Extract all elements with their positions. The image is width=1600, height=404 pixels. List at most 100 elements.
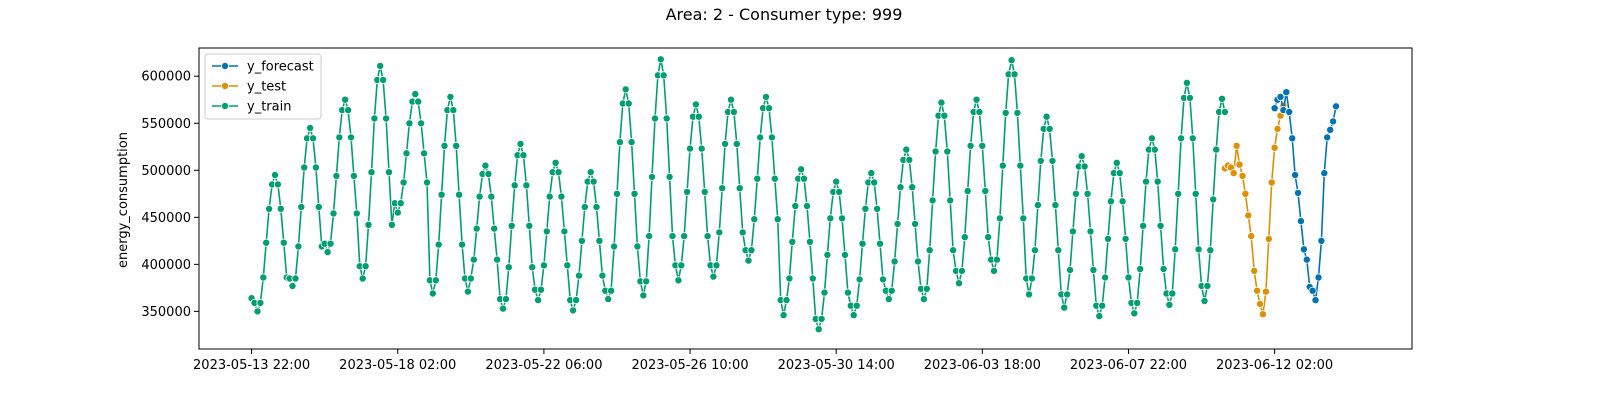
- data-point: [694, 112, 703, 121]
- data-point: [782, 296, 791, 305]
- data-point: [1177, 134, 1186, 143]
- data-point: [674, 276, 683, 285]
- data-point: [1025, 290, 1034, 299]
- data-point: [1203, 281, 1212, 290]
- data-point: [721, 139, 730, 148]
- data-point: [1098, 301, 1107, 310]
- data-point: [893, 219, 902, 228]
- data-point: [431, 276, 440, 285]
- legend-label-y-test: y_test: [247, 80, 286, 95]
- data-point: [1165, 300, 1174, 309]
- data-point: [855, 275, 864, 284]
- data-point: [1194, 245, 1203, 254]
- data-point: [911, 219, 920, 228]
- data-point: [727, 95, 736, 104]
- data-point: [1060, 303, 1069, 312]
- data-point: [1147, 134, 1156, 143]
- data-point: [770, 174, 779, 183]
- data-point: [1317, 236, 1326, 245]
- data-point: [922, 284, 931, 293]
- data-point: [805, 237, 814, 246]
- legend-label-y-forecast: y_forecast: [247, 60, 314, 75]
- data-point: [265, 204, 274, 213]
- data-point: [1200, 296, 1209, 305]
- data-point: [1294, 188, 1303, 197]
- data-point: [838, 214, 847, 223]
- data-point: [902, 145, 911, 154]
- data-point: [1118, 197, 1127, 206]
- data-point: [1019, 214, 1028, 223]
- data-point: [633, 242, 642, 251]
- data-point: [306, 124, 315, 133]
- data-point: [686, 144, 695, 153]
- data-point: [1276, 92, 1285, 101]
- data-point: [1159, 264, 1168, 273]
- data-point: [402, 149, 411, 158]
- data-point: [747, 246, 756, 255]
- data-point: [1206, 246, 1215, 255]
- data-point: [276, 204, 285, 213]
- data-point: [458, 240, 467, 249]
- legend-label-y-train: y_train: [247, 100, 291, 115]
- data-point: [1326, 125, 1335, 134]
- data-point: [1299, 245, 1308, 254]
- data-point: [1261, 287, 1270, 296]
- data-point: [931, 147, 940, 156]
- data-point: [501, 295, 510, 304]
- data-point: [434, 240, 443, 249]
- data-point: [604, 295, 613, 304]
- data-point: [1106, 197, 1115, 206]
- data-point: [773, 215, 782, 224]
- data-point: [525, 221, 534, 230]
- data-point: [279, 238, 288, 247]
- data-point: [1296, 217, 1305, 226]
- data-point: [1042, 112, 1051, 121]
- data-point: [867, 169, 876, 178]
- data-point: [1066, 265, 1075, 274]
- data-point: [1285, 108, 1294, 117]
- data-point: [998, 161, 1007, 170]
- data-point: [992, 255, 1001, 264]
- data-point: [613, 189, 622, 198]
- data-point: [1136, 264, 1145, 273]
- data-point: [273, 180, 282, 189]
- data-point: [814, 325, 823, 334]
- data-point: [949, 246, 958, 255]
- data-point: [1267, 178, 1276, 187]
- data-point: [1033, 201, 1042, 210]
- data-point: [1001, 108, 1010, 117]
- series-y-test: [1220, 101, 1288, 319]
- data-point: [712, 261, 721, 270]
- data-point: [642, 277, 651, 286]
- data-point: [937, 98, 946, 107]
- data-point: [411, 90, 420, 99]
- y-tick-label: 350000: [141, 305, 191, 320]
- x-axis: 2023-05-13 22:00 2023-05-18 02:00 2023-05-…: [193, 349, 1333, 373]
- data-point: [1048, 156, 1057, 165]
- data-point: [417, 119, 426, 128]
- data-point: [1124, 273, 1133, 282]
- data-point: [300, 163, 309, 172]
- data-point: [329, 209, 338, 218]
- data-point: [1010, 70, 1019, 79]
- data-point: [788, 237, 797, 246]
- y-tick-label: 550000: [141, 117, 191, 132]
- data-point: [1323, 133, 1332, 142]
- data-point: [560, 227, 569, 236]
- data-point: [800, 174, 809, 183]
- x-tick-label: 2023-06-03 18:00: [924, 358, 1041, 373]
- chart-title: Area: 2 - Consumer type: 999: [666, 5, 903, 24]
- series-y-forecast: [1270, 88, 1341, 305]
- data-point: [1311, 296, 1320, 305]
- data-point: [291, 274, 300, 283]
- data-point: [1220, 108, 1229, 117]
- data-point: [729, 108, 738, 117]
- data-point: [422, 178, 431, 187]
- x-tick-label: 2023-05-30 14:00: [778, 358, 895, 373]
- data-point: [753, 174, 762, 183]
- data-point: [542, 227, 551, 236]
- data-point: [589, 177, 598, 186]
- data-point: [537, 285, 546, 294]
- data-point: [765, 104, 774, 113]
- data-point: [323, 248, 332, 257]
